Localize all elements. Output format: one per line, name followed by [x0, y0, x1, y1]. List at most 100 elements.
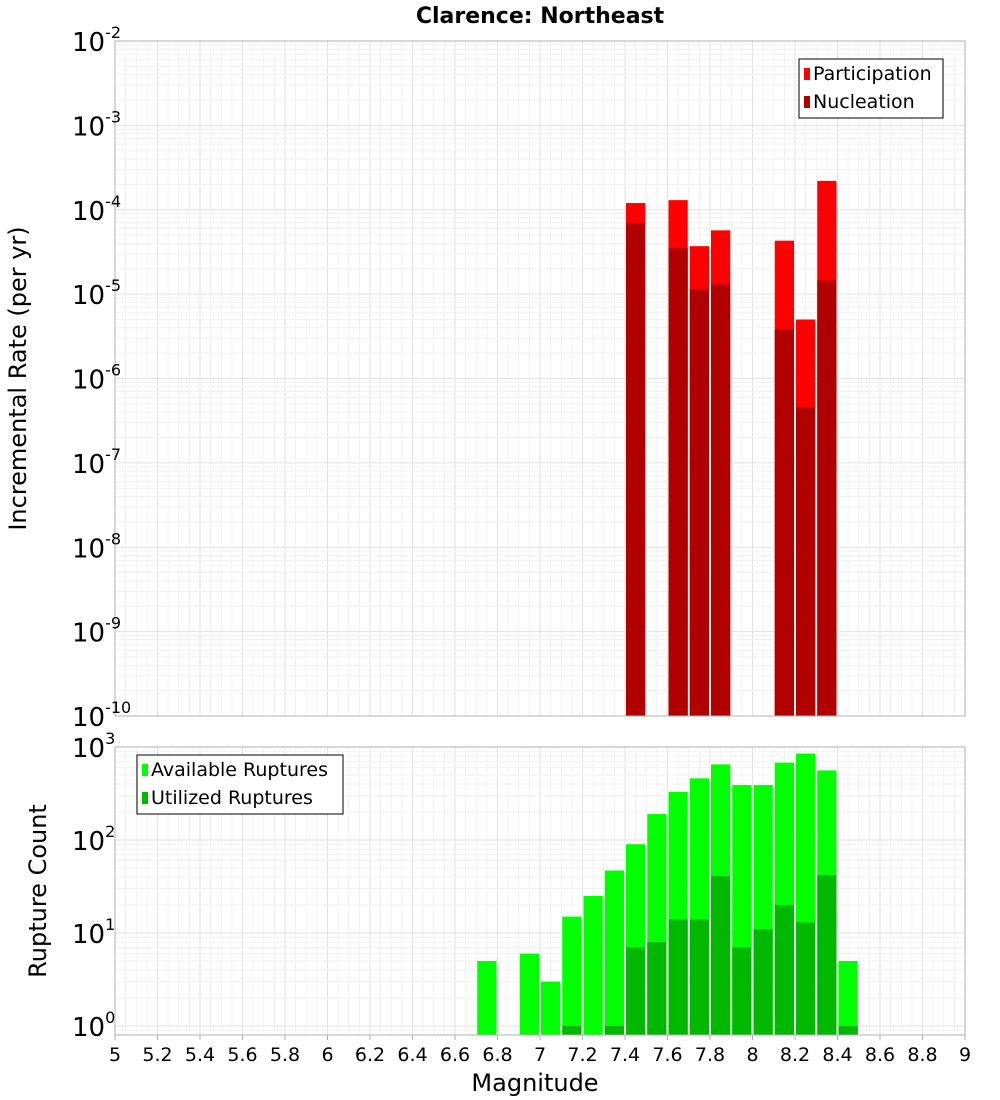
legend-box	[136, 754, 344, 815]
y-tick-label: 10-5	[72, 276, 121, 311]
bar-utilized-ruptures	[626, 947, 646, 1035]
y-tick-label: 102	[72, 822, 115, 857]
y-tick-exponent: 3	[105, 729, 115, 748]
bar-available-ruptures	[604, 870, 624, 1035]
bar-nucleation	[711, 284, 731, 716]
x-tick-label: 5.4	[185, 1044, 215, 1066]
bar-utilized-ruptures	[689, 919, 709, 1035]
bar-nucleation	[626, 222, 646, 716]
y-tick-base: 10	[72, 1013, 105, 1043]
y-tick-exponent: -9	[105, 614, 121, 633]
bar-utilized-ruptures	[796, 922, 816, 1035]
bar-available-ruptures	[838, 960, 858, 1035]
bar-utilized-ruptures	[817, 875, 837, 1035]
x-tick-label: 6.2	[355, 1044, 385, 1066]
y-tick-exponent: -8	[105, 529, 121, 548]
y-tick-exponent: -3	[105, 107, 121, 126]
y-tick-label: 10-7	[72, 445, 121, 480]
bar-available-ruptures	[541, 981, 561, 1035]
bar-utilized-ruptures	[562, 1025, 582, 1035]
legend-swatch	[142, 764, 148, 776]
y-tick-exponent: -6	[105, 361, 121, 380]
legend-swatch	[804, 96, 810, 108]
x-axis-title: Magnitude	[471, 1069, 598, 1097]
y-tick-base: 10	[72, 112, 105, 142]
bar-utilized-ruptures	[838, 1025, 858, 1035]
x-tick-label: 5.8	[270, 1044, 300, 1066]
y-tick-exponent: -5	[105, 276, 121, 295]
y-tick-base: 10	[72, 734, 105, 764]
y-tick-base: 10	[72, 534, 105, 564]
bars-1	[477, 753, 858, 1035]
grid-0	[114, 40, 966, 717]
y-tick-label: 10-9	[72, 614, 121, 649]
y-tick-base: 10	[72, 827, 105, 857]
x-tick-label: 8	[746, 1044, 758, 1066]
bar-nucleation	[689, 289, 709, 716]
legend-swatch	[142, 792, 148, 804]
bar-utilized-ruptures	[604, 1025, 624, 1035]
y-tick-label: 103	[72, 729, 115, 764]
y-tick-base: 10	[72, 450, 105, 480]
y-tick-label: 10-2	[72, 23, 121, 58]
top-panel: 10-1010-910-810-710-610-510-410-310-2Inc…	[4, 23, 966, 733]
x-tick-label: 8.8	[907, 1044, 937, 1066]
legend-label: Available Ruptures	[151, 759, 328, 781]
x-tick-label: 6.6	[440, 1044, 470, 1066]
y-tick-exponent: 1	[105, 915, 115, 934]
y-axis-title-1: Rupture Count	[24, 804, 52, 978]
bar-nucleation	[668, 248, 688, 717]
y-tick-label: 10-10	[72, 698, 131, 733]
x-tick-label: 7.8	[695, 1044, 725, 1066]
y-tick-exponent: -2	[105, 23, 121, 42]
legend-0: Participation Nucleation	[798, 58, 944, 119]
chart-title: Clarence: Northeast	[416, 4, 665, 29]
y-tick-exponent: -7	[105, 445, 121, 464]
y-tick-base: 10	[72, 28, 105, 58]
bar-available-ruptures	[562, 916, 582, 1035]
bar-nucleation	[774, 329, 794, 716]
bar-utilized-ruptures	[732, 947, 752, 1035]
legend-swatch	[804, 68, 810, 80]
y-tick-label: 10-4	[72, 192, 121, 227]
y-tick-base: 10	[72, 920, 105, 950]
legend-1: Available Ruptures Utilized Ruptures	[136, 754, 344, 815]
plot-border-0	[114, 40, 966, 717]
x-tick-label: 5.2	[142, 1044, 172, 1066]
bar-utilized-ruptures	[753, 929, 773, 1035]
x-tick-label: 8.4	[822, 1044, 852, 1066]
y-tick-base: 10	[72, 619, 105, 649]
y-tick-exponent: -4	[105, 192, 121, 211]
y-tick-base: 10	[72, 366, 105, 396]
bar-utilized-ruptures	[647, 942, 667, 1035]
x-tick-label: 7.2	[567, 1044, 597, 1066]
bar-nucleation	[796, 406, 816, 716]
y-tick-base: 10	[72, 197, 105, 227]
bars-0	[626, 180, 837, 717]
x-tick-label: 8.2	[780, 1044, 810, 1066]
x-tick-label: 7.4	[610, 1044, 640, 1066]
bar-utilized-ruptures	[711, 876, 731, 1035]
legend-label: Participation	[813, 63, 932, 85]
x-tick-label: 7.6	[652, 1044, 682, 1066]
y-tick-label: 10-6	[72, 361, 121, 396]
y-tick-label: 101	[72, 915, 115, 950]
labels-layer: Clarence: Northeast 5 5.2 5.4 5.6 5.8 6 6.2 6.4 6…	[109, 4, 971, 1097]
y-tick-base: 10	[72, 281, 105, 311]
y-axis-title-0: Incremental Rate (per yr)	[4, 226, 32, 530]
legend-label: Utilized Ruptures	[151, 787, 313, 809]
x-tick-label: 8.6	[865, 1044, 895, 1066]
bar-available-ruptures	[477, 960, 497, 1035]
y-tick-label: 10-8	[72, 529, 121, 564]
legend-box	[798, 58, 944, 119]
bar-utilized-ruptures	[668, 919, 688, 1035]
legend-label: Nucleation	[813, 91, 915, 113]
bar-utilized-ruptures	[774, 904, 794, 1035]
y-tick-exponent: 0	[105, 1008, 115, 1027]
x-tick-label: 6	[321, 1044, 333, 1066]
y-tick-exponent: -10	[105, 698, 131, 717]
bar-available-ruptures	[519, 953, 539, 1035]
x-tick-label: 7	[534, 1044, 546, 1066]
